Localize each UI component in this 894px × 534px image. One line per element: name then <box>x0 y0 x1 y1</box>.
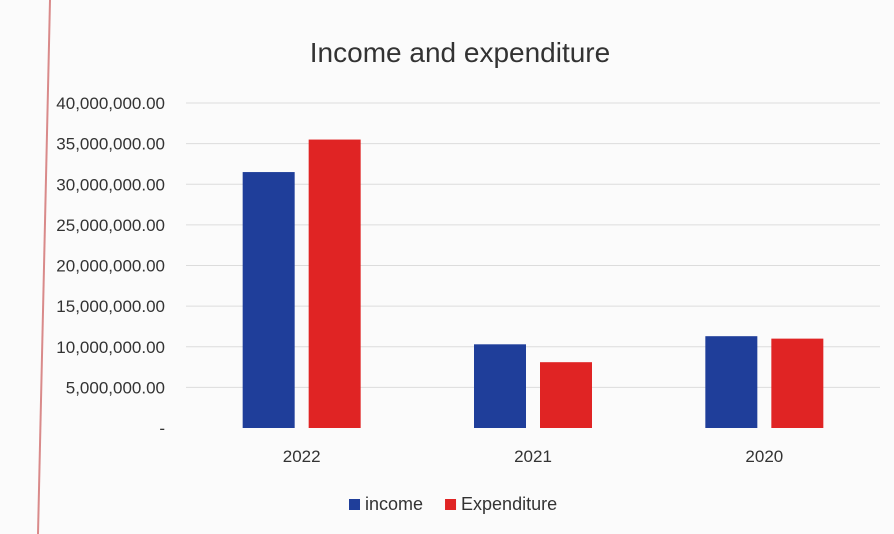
y-tick-label: 35,000,000.00 <box>56 135 165 154</box>
y-tick-label: 40,000,000.00 <box>56 94 165 113</box>
bar-expenditure-2022 <box>308 139 361 428</box>
y-axis-tick-labels: - 5,000,000.00 10,000,000.00 15,000,000.00 2… <box>56 94 165 438</box>
legend-swatch-income <box>349 499 360 510</box>
y-tick-label: 15,000,000.00 <box>56 297 165 316</box>
y-tick-label: 5,000,000.00 <box>66 378 165 397</box>
page-margin-line <box>37 0 51 534</box>
bar-expenditure-2021 <box>540 362 592 428</box>
x-category-label: 2020 <box>745 447 783 466</box>
x-category-label: 2021 <box>514 447 552 466</box>
legend: income Expenditure <box>349 494 557 514</box>
bar-income-2022 <box>242 172 295 428</box>
y-tick-label: 25,000,000.00 <box>56 216 165 235</box>
legend-label-income: income <box>365 494 423 514</box>
chart-title: Income and expenditure <box>310 37 610 68</box>
gridlines <box>186 102 880 388</box>
bars <box>242 139 824 428</box>
x-axis-category-labels: 2022 2021 2020 <box>283 447 783 466</box>
bar-income-2021 <box>474 344 526 428</box>
y-tick-label: 10,000,000.00 <box>56 338 165 357</box>
bar-income-2020 <box>705 336 758 428</box>
y-tick-label: - <box>159 419 165 438</box>
legend-swatch-expenditure <box>445 499 457 510</box>
legend-label-expenditure: Expenditure <box>461 494 557 514</box>
x-category-label: 2022 <box>283 447 321 466</box>
y-tick-label: 20,000,000.00 <box>56 257 165 276</box>
y-tick-label: 30,000,000.00 <box>56 175 165 194</box>
bar-expenditure-2020 <box>771 338 824 428</box>
